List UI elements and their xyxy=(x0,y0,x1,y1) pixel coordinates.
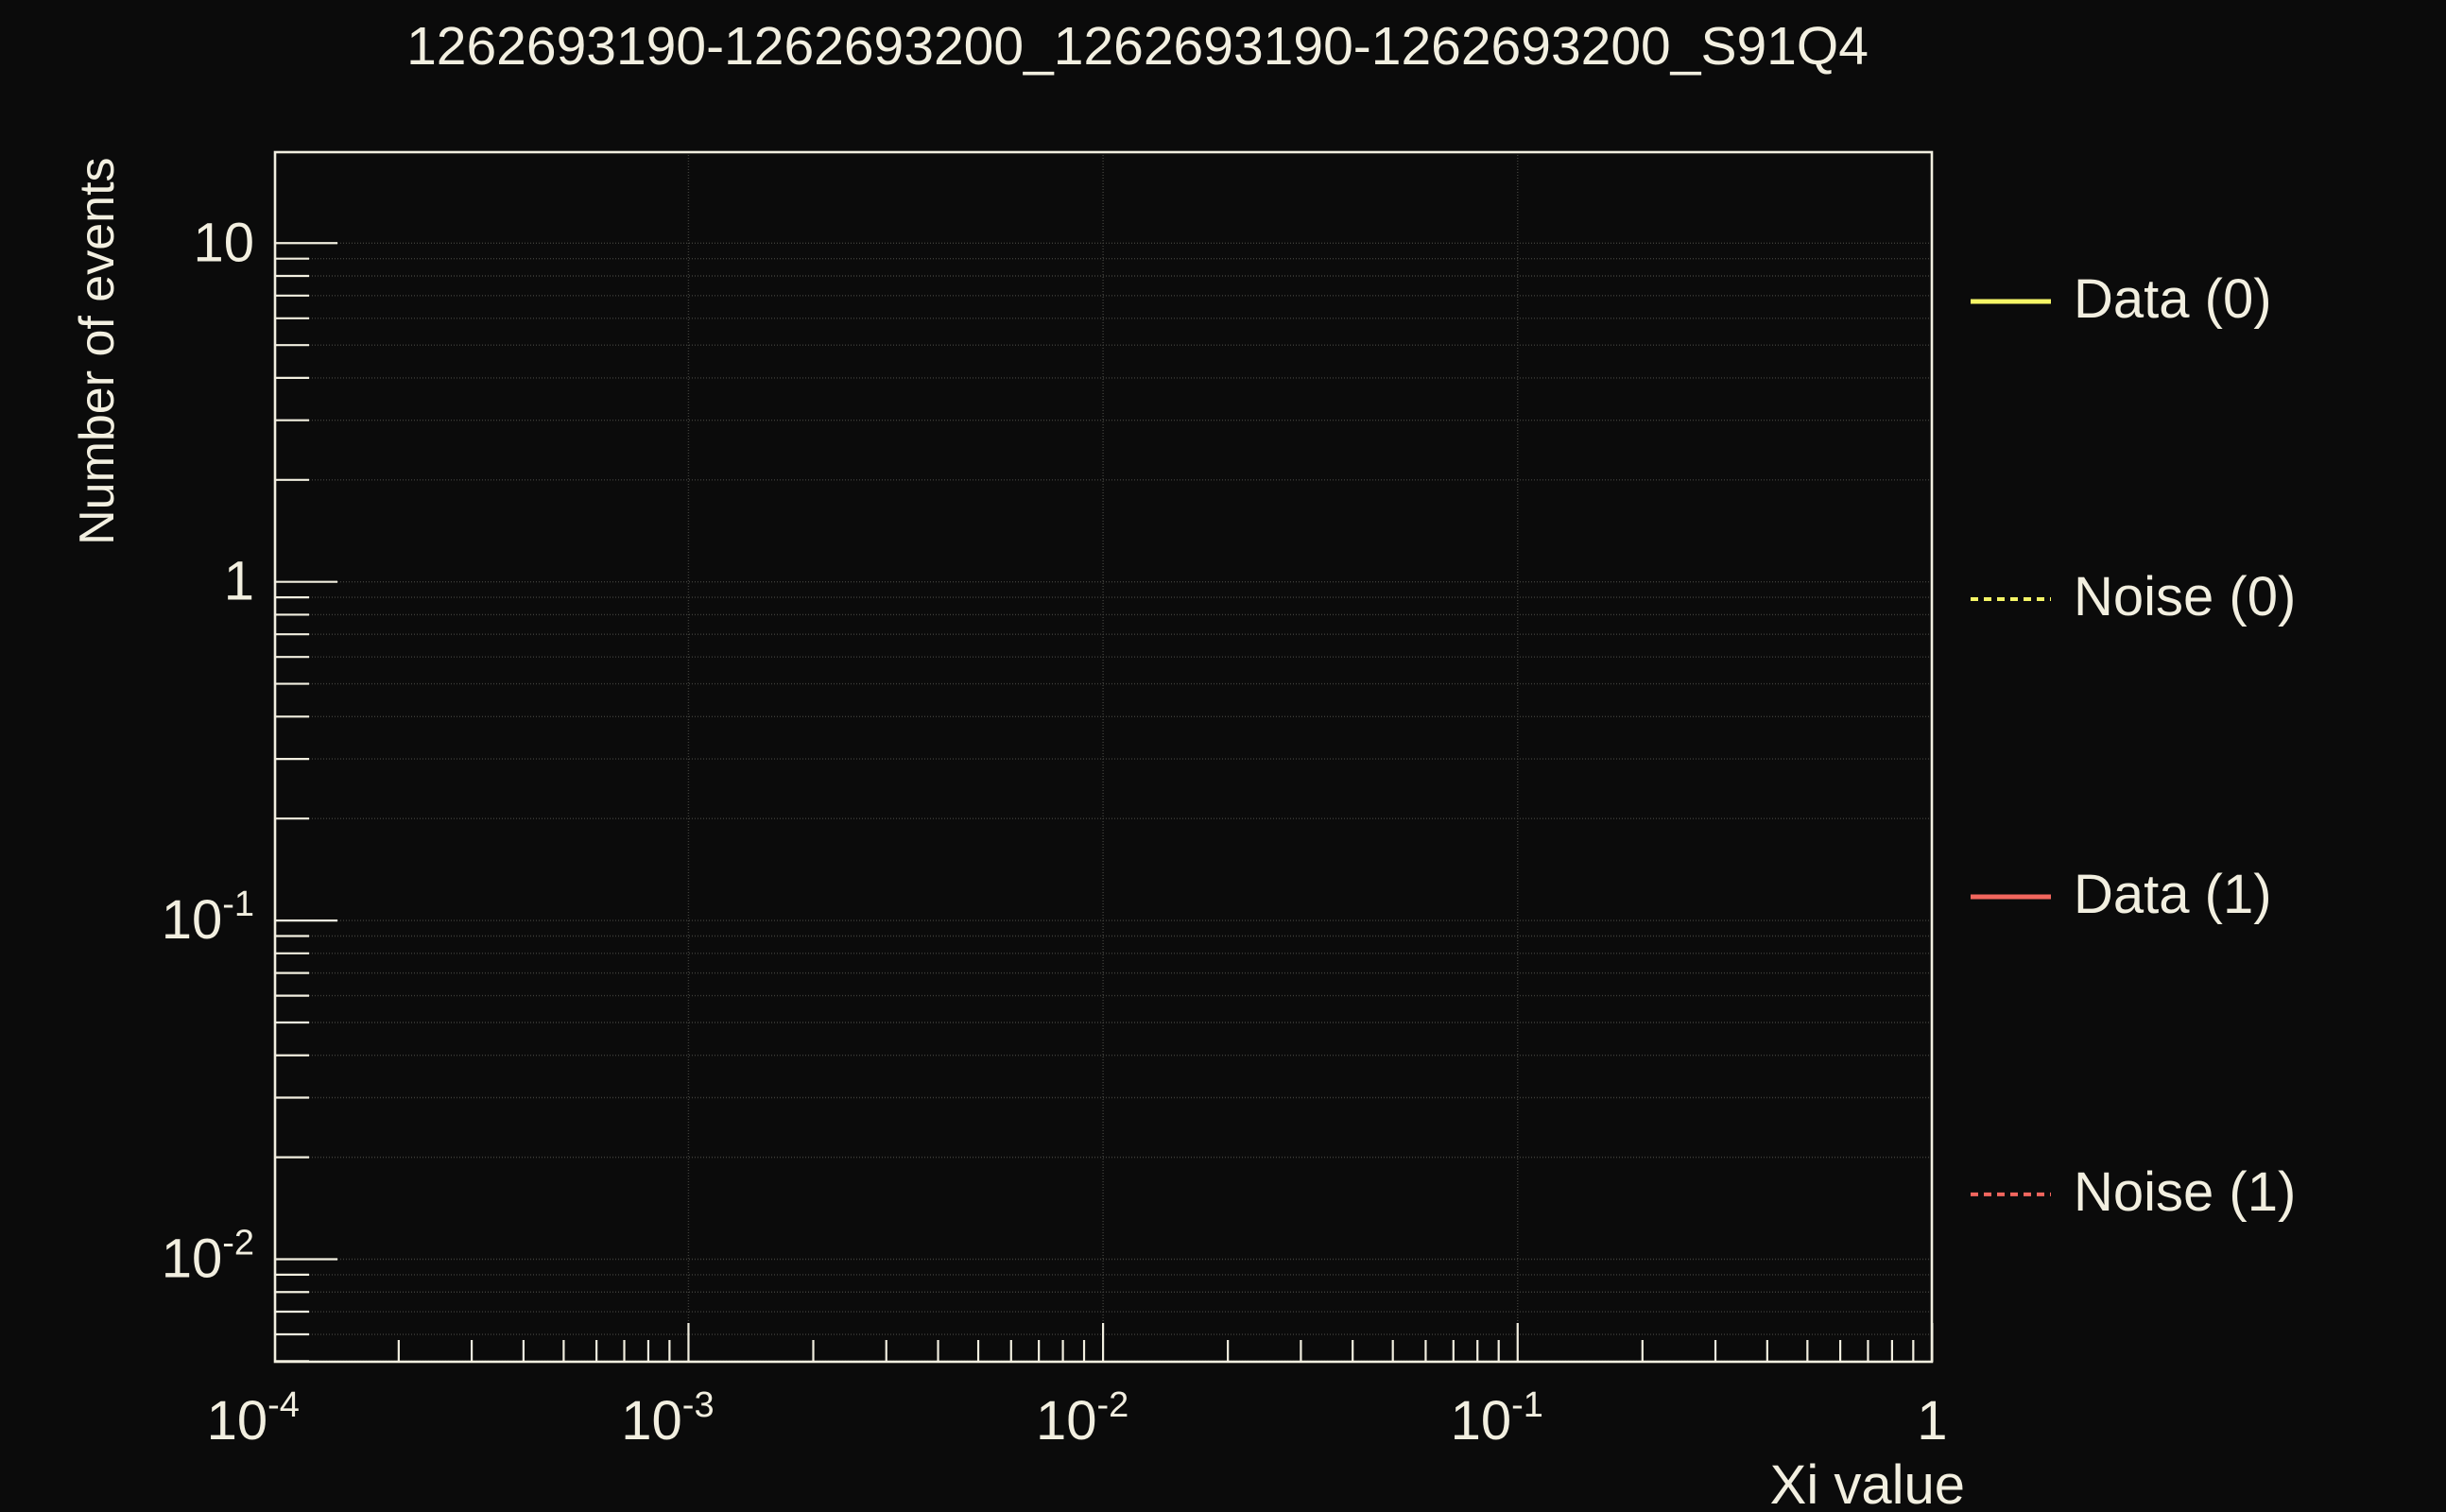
svg-text:1: 1 xyxy=(1917,1390,1947,1452)
svg-text:Number of events: Number of events xyxy=(70,157,125,544)
svg-text:10: 10 xyxy=(193,212,254,273)
svg-text:1262693190-1262693200_12626931: 1262693190-1262693200_1262693190-1262693… xyxy=(406,16,1869,77)
svg-text:1: 1 xyxy=(224,551,254,612)
svg-text:Noise (0): Noise (0) xyxy=(2074,566,2296,627)
svg-text:Data (0): Data (0) xyxy=(2074,268,2272,330)
svg-text:Data (1): Data (1) xyxy=(2074,864,2272,925)
svg-text:Noise (1): Noise (1) xyxy=(2074,1161,2296,1223)
svg-text:Xi value: Xi value xyxy=(1770,1454,1965,1512)
